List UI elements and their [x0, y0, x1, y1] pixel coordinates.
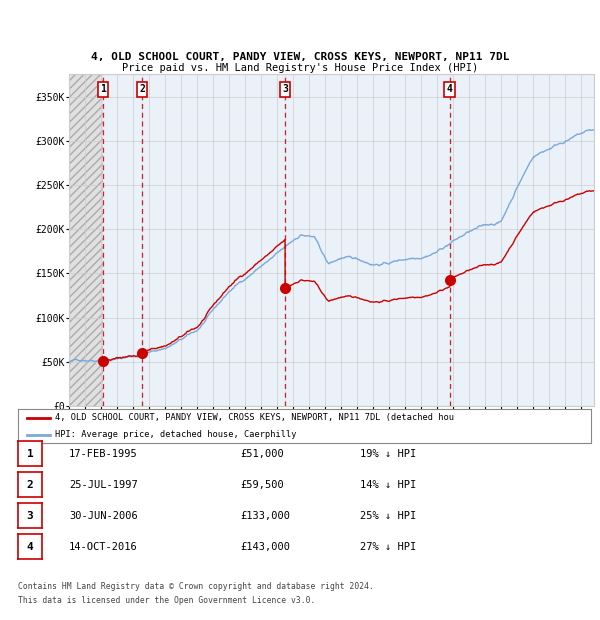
Text: 17-FEB-1995: 17-FEB-1995 [69, 449, 138, 459]
Text: This data is licensed under the Open Government Licence v3.0.: This data is licensed under the Open Gov… [18, 596, 316, 606]
Text: 4, OLD SCHOOL COURT, PANDY VIEW, CROSS KEYS, NEWPORT, NP11 7DL (detached hou: 4, OLD SCHOOL COURT, PANDY VIEW, CROSS K… [55, 413, 454, 422]
Text: 27% ↓ HPI: 27% ↓ HPI [360, 542, 416, 552]
Text: 25-JUL-1997: 25-JUL-1997 [69, 480, 138, 490]
Text: £143,000: £143,000 [240, 542, 290, 552]
Text: Price paid vs. HM Land Registry's House Price Index (HPI): Price paid vs. HM Land Registry's House … [122, 63, 478, 73]
Text: £133,000: £133,000 [240, 511, 290, 521]
Text: 3: 3 [26, 511, 34, 521]
Text: Contains HM Land Registry data © Crown copyright and database right 2024.: Contains HM Land Registry data © Crown c… [18, 582, 374, 591]
Text: £59,500: £59,500 [240, 480, 284, 490]
Text: 4: 4 [26, 542, 34, 552]
Bar [142, 74, 285, 406]
Text: 2: 2 [26, 480, 34, 490]
Bar [103, 74, 142, 406]
Text: 4: 4 [447, 84, 453, 94]
Text: 1: 1 [100, 84, 106, 94]
Text: 14% ↓ HPI: 14% ↓ HPI [360, 480, 416, 490]
Text: £51,000: £51,000 [240, 449, 284, 459]
Text: 4, OLD SCHOOL COURT, PANDY VIEW, CROSS KEYS, NEWPORT, NP11 7DL: 4, OLD SCHOOL COURT, PANDY VIEW, CROSS K… [91, 52, 509, 62]
Text: 14-OCT-2016: 14-OCT-2016 [69, 542, 138, 552]
Bar [285, 74, 450, 406]
Text: 30-JUN-2006: 30-JUN-2006 [69, 511, 138, 521]
Bar [69, 74, 103, 406]
Text: 19% ↓ HPI: 19% ↓ HPI [360, 449, 416, 459]
Text: 2: 2 [139, 84, 145, 94]
Text: 3: 3 [282, 84, 288, 94]
Text: HPI: Average price, detached house, Caerphilly: HPI: Average price, detached house, Caer… [55, 430, 297, 440]
Text: 1: 1 [26, 449, 34, 459]
Bar [450, 74, 594, 406]
Text: 25% ↓ HPI: 25% ↓ HPI [360, 511, 416, 521]
